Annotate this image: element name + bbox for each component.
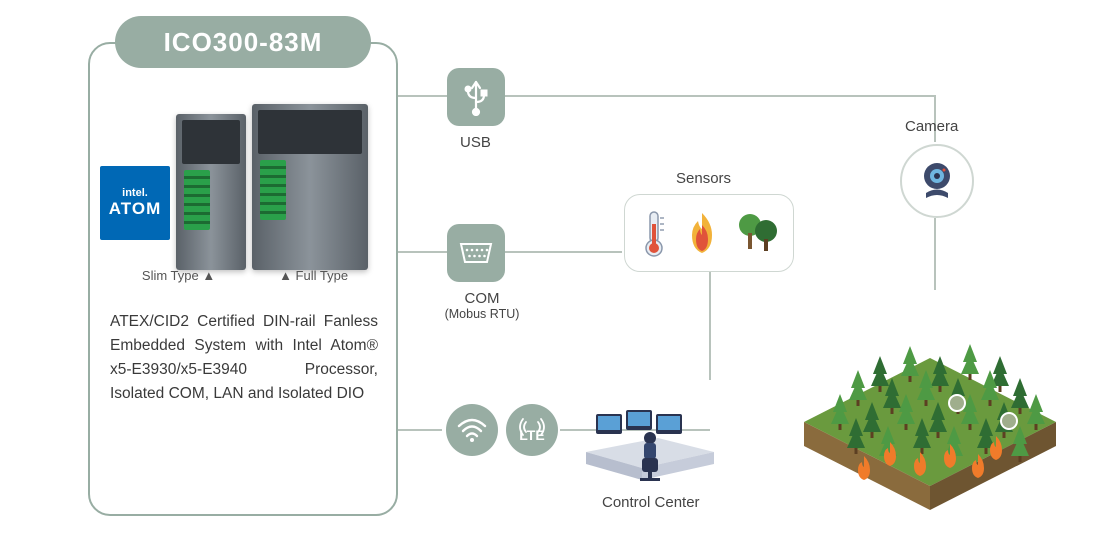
sensors-node (624, 194, 794, 272)
atom-label: ATOM (109, 199, 161, 219)
product-description: ATEX/CID2 Certified DIN-rail Fanless Emb… (110, 310, 378, 406)
device-full (252, 104, 368, 270)
control-center-icon (580, 388, 720, 486)
wifi-node (446, 404, 498, 456)
thermometer-icon (639, 208, 669, 258)
product-title-badge: ICO300-83M (115, 16, 371, 68)
full-type-label: ▲ Full Type (279, 268, 348, 283)
serial-port-icon (456, 241, 496, 265)
sensors-label: Sensors (676, 170, 731, 187)
product-images: intel. ATOM (100, 80, 386, 270)
camera-node (900, 144, 974, 218)
intel-label: intel. (122, 187, 148, 199)
forest-marker (1000, 412, 1018, 430)
com-label-sub: (Mobus RTU) (442, 307, 522, 321)
control-center-label: Control Center (602, 494, 700, 511)
com-node (447, 224, 505, 282)
usb-icon (461, 78, 491, 116)
usb-node (447, 68, 505, 126)
com-label: COM (Mobus RTU) (442, 290, 522, 321)
forest-scene (800, 350, 1060, 520)
fire-icon (682, 209, 722, 257)
com-label-main: COM (442, 290, 522, 307)
usb-label: USB (460, 134, 491, 151)
camera-label: Camera (905, 118, 958, 135)
lte-node: LTE (506, 404, 558, 456)
intel-atom-badge: intel. ATOM (100, 166, 170, 240)
wifi-icon (456, 417, 488, 443)
webcam-icon (914, 160, 960, 202)
slim-type-label: Slim Type ▲ (142, 268, 215, 283)
forest-marker (948, 394, 966, 412)
device-slim (176, 114, 246, 270)
type-labels: Slim Type ▲ ▲ Full Type (110, 268, 380, 283)
lte-icon (515, 415, 549, 445)
trees-icon (736, 209, 780, 257)
control-center-node (580, 388, 720, 486)
